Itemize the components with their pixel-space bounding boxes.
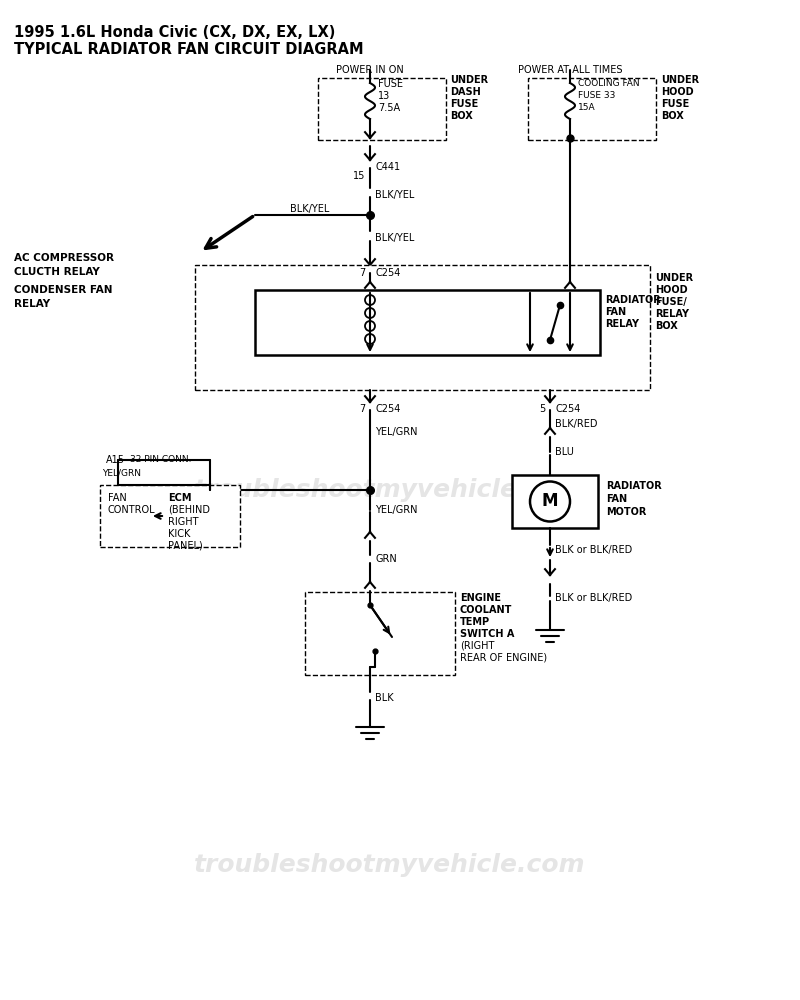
Text: FUSE: FUSE — [378, 79, 403, 89]
Text: 13: 13 — [378, 91, 390, 101]
Text: HOOD: HOOD — [661, 87, 694, 97]
Text: RADIATOR: RADIATOR — [605, 295, 661, 305]
Text: BOX: BOX — [655, 321, 678, 331]
Text: troubleshootmyvehicle.com: troubleshootmyvehicle.com — [194, 853, 586, 877]
Text: DASH: DASH — [450, 87, 481, 97]
Text: BLK/YEL: BLK/YEL — [290, 204, 330, 214]
Bar — [318, 78, 446, 140]
Text: BLU: BLU — [555, 447, 574, 457]
Text: BOX: BOX — [450, 111, 473, 121]
Text: FUSE 33: FUSE 33 — [578, 92, 615, 101]
Text: M: M — [542, 492, 558, 510]
Text: GRN: GRN — [375, 554, 397, 564]
Text: COOLANT: COOLANT — [460, 605, 512, 615]
Text: BLK or BLK/RED: BLK or BLK/RED — [555, 545, 632, 555]
Text: FAN: FAN — [606, 494, 627, 504]
Text: POWER IN ON: POWER IN ON — [336, 65, 404, 75]
Bar — [305, 592, 455, 675]
Text: 15: 15 — [353, 171, 365, 181]
Text: (RIGHT: (RIGHT — [460, 641, 494, 651]
Text: C254: C254 — [555, 404, 580, 414]
Text: BLK/RED: BLK/RED — [555, 419, 598, 429]
Text: CLUCTH RELAY: CLUCTH RELAY — [14, 267, 100, 277]
Text: CONDENSER FAN: CONDENSER FAN — [14, 285, 113, 295]
Text: YEL/GRN: YEL/GRN — [102, 468, 141, 478]
Text: BLK or BLK/RED: BLK or BLK/RED — [555, 593, 632, 603]
Text: PANEL): PANEL) — [168, 541, 202, 551]
Text: AC COMPRESSOR: AC COMPRESSOR — [14, 253, 114, 263]
Text: REAR OF ENGINE): REAR OF ENGINE) — [460, 653, 547, 663]
Text: BOX: BOX — [661, 111, 684, 121]
Text: C254: C254 — [375, 268, 400, 278]
Text: FUSE/: FUSE/ — [655, 297, 686, 307]
Text: 5: 5 — [538, 404, 545, 414]
Text: FAN: FAN — [605, 307, 626, 317]
Text: 7.5A: 7.5A — [378, 103, 400, 113]
Text: 7: 7 — [358, 404, 365, 414]
Text: (BEHIND: (BEHIND — [168, 505, 210, 515]
Bar — [195, 265, 650, 390]
Bar — [255, 290, 600, 355]
Text: COOLING FAN: COOLING FAN — [578, 80, 640, 89]
Text: MOTOR: MOTOR — [606, 507, 646, 517]
Text: FAN: FAN — [108, 493, 126, 503]
Text: troubleshootmyvehicle.com: troubleshootmyvehicle.com — [194, 478, 586, 502]
Text: KICK: KICK — [168, 529, 190, 539]
Text: ENGINE: ENGINE — [460, 593, 501, 603]
Text: BLK/YEL: BLK/YEL — [375, 233, 414, 243]
Text: C254: C254 — [375, 404, 400, 414]
Text: RELAY: RELAY — [14, 299, 50, 309]
Text: UNDER: UNDER — [661, 75, 699, 85]
Text: 7: 7 — [358, 268, 365, 278]
Text: 32 PIN CONN.: 32 PIN CONN. — [130, 456, 191, 464]
Text: UNDER: UNDER — [655, 273, 693, 283]
Text: A15: A15 — [106, 455, 125, 465]
Text: TYPICAL RADIATOR FAN CIRCUIT DIAGRAM: TYPICAL RADIATOR FAN CIRCUIT DIAGRAM — [14, 42, 364, 57]
Text: TEMP: TEMP — [460, 617, 490, 627]
Text: FUSE: FUSE — [450, 99, 478, 109]
Text: BLK/YEL: BLK/YEL — [375, 190, 414, 200]
Text: CONTROL: CONTROL — [108, 505, 156, 515]
Bar — [512, 475, 598, 528]
Text: RIGHT: RIGHT — [168, 517, 198, 527]
Text: RADIATOR: RADIATOR — [606, 481, 662, 491]
Text: ECM: ECM — [168, 493, 191, 503]
Text: C441: C441 — [375, 162, 400, 172]
Text: 15A: 15A — [578, 104, 596, 112]
Text: 1995 1.6L Honda Civic (CX, DX, EX, LX): 1995 1.6L Honda Civic (CX, DX, EX, LX) — [14, 25, 335, 40]
Text: UNDER: UNDER — [450, 75, 488, 85]
Text: RELAY: RELAY — [655, 309, 689, 319]
Text: FUSE: FUSE — [661, 99, 690, 109]
Text: SWITCH A: SWITCH A — [460, 629, 514, 639]
Text: YEL/GRN: YEL/GRN — [375, 505, 418, 515]
Text: HOOD: HOOD — [655, 285, 688, 295]
Text: POWER AT ALL TIMES: POWER AT ALL TIMES — [518, 65, 622, 75]
Text: RELAY: RELAY — [605, 319, 639, 329]
Bar — [100, 485, 240, 547]
Text: YEL/GRN: YEL/GRN — [375, 427, 418, 437]
Text: BLK: BLK — [375, 693, 394, 703]
Bar — [528, 78, 656, 140]
